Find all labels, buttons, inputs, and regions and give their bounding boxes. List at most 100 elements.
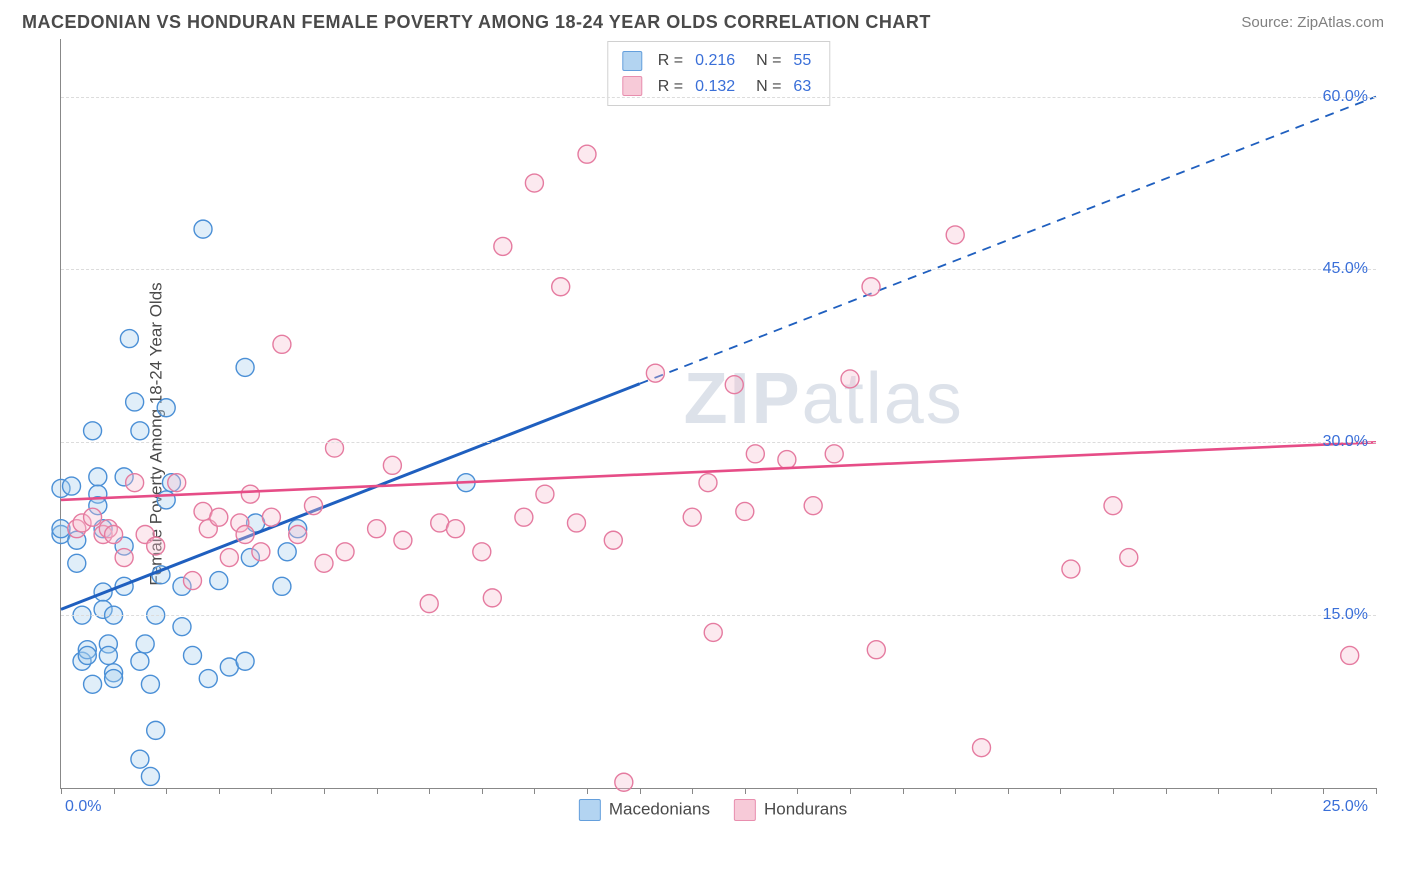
x-tick <box>1323 788 1324 794</box>
legend-item: Macedonians <box>579 799 710 821</box>
x-tick <box>61 788 62 794</box>
x-tick <box>692 788 693 794</box>
data-point <box>141 675 159 693</box>
data-point <box>778 451 796 469</box>
data-point <box>289 525 307 543</box>
y-tick-label: 15.0% <box>1323 606 1368 624</box>
data-point <box>141 767 159 785</box>
source-label: Source: <box>1241 14 1297 31</box>
data-point <box>157 399 175 417</box>
x-tick <box>1218 788 1219 794</box>
data-point <box>1341 646 1359 664</box>
y-tick-label: 60.0% <box>1323 88 1368 106</box>
data-point <box>68 554 86 572</box>
x-tick <box>114 788 115 794</box>
data-point <box>683 508 701 526</box>
x-tick <box>1008 788 1009 794</box>
data-point <box>494 237 512 255</box>
data-point <box>567 514 585 532</box>
data-point <box>304 497 322 515</box>
data-point <box>536 485 554 503</box>
data-point <box>157 491 175 509</box>
trend-line-extrapolated <box>640 97 1376 384</box>
x-tick <box>166 788 167 794</box>
y-tick-label: 45.0% <box>1323 260 1368 278</box>
data-point <box>825 445 843 463</box>
data-point <box>115 549 133 567</box>
data-point <box>1104 497 1122 515</box>
data-point <box>168 474 186 492</box>
y-tick-label: 30.0% <box>1323 433 1368 451</box>
data-point <box>1062 560 1080 578</box>
x-axis-max-label: 25.0% <box>1323 798 1368 816</box>
legend-label: Hondurans <box>764 799 847 818</box>
data-point <box>973 739 991 757</box>
x-tick <box>745 788 746 794</box>
data-point <box>236 525 254 543</box>
data-point <box>278 543 296 561</box>
data-point <box>383 456 401 474</box>
data-point <box>210 572 228 590</box>
data-point <box>105 670 123 688</box>
data-point <box>862 278 880 296</box>
data-point <box>147 537 165 555</box>
data-point <box>173 618 191 636</box>
x-tick <box>1376 788 1377 794</box>
data-point <box>525 174 543 192</box>
data-point <box>84 675 102 693</box>
data-point <box>131 422 149 440</box>
data-point <box>236 652 254 670</box>
data-point <box>447 520 465 538</box>
data-point <box>84 508 102 526</box>
data-point <box>131 652 149 670</box>
chart-title: MACEDONIAN VS HONDURAN FEMALE POVERTY AM… <box>22 12 931 33</box>
data-point <box>867 641 885 659</box>
x-tick <box>271 788 272 794</box>
legend-swatch <box>734 799 756 821</box>
data-point <box>236 358 254 376</box>
data-point <box>126 393 144 411</box>
source-link[interactable]: ZipAtlas.com <box>1297 14 1384 31</box>
scatter-plot: ZIPatlas R = 0.216 N = 55R = 0.132 N = 6… <box>60 39 1376 789</box>
data-point <box>220 549 238 567</box>
source-attribution: Source: ZipAtlas.com <box>1241 14 1384 31</box>
data-point <box>99 646 117 664</box>
data-point <box>199 670 217 688</box>
x-tick <box>640 788 641 794</box>
data-point <box>841 370 859 388</box>
data-point <box>946 226 964 244</box>
x-tick <box>1113 788 1114 794</box>
data-point <box>136 635 154 653</box>
data-point <box>420 595 438 613</box>
data-point <box>483 589 501 607</box>
x-tick <box>903 788 904 794</box>
x-tick <box>1060 788 1061 794</box>
plot-svg <box>61 39 1376 788</box>
data-point <box>126 474 144 492</box>
x-tick <box>1271 788 1272 794</box>
data-point <box>725 376 743 394</box>
data-point <box>262 508 280 526</box>
data-point <box>336 543 354 561</box>
x-tick <box>534 788 535 794</box>
legend-item: Hondurans <box>734 799 847 821</box>
x-tick <box>482 788 483 794</box>
data-point <box>368 520 386 538</box>
data-point <box>194 220 212 238</box>
data-point <box>84 422 102 440</box>
data-point <box>394 531 412 549</box>
x-tick <box>1166 788 1167 794</box>
data-point <box>578 145 596 163</box>
x-tick <box>587 788 588 794</box>
data-point <box>273 577 291 595</box>
data-point <box>147 721 165 739</box>
data-point <box>515 508 533 526</box>
x-tick <box>429 788 430 794</box>
trend-line <box>61 442 1376 500</box>
data-point <box>552 278 570 296</box>
legend-label: Macedonians <box>609 799 710 818</box>
data-point <box>120 330 138 348</box>
gridline <box>61 442 1376 443</box>
data-point <box>105 525 123 543</box>
data-point <box>646 364 664 382</box>
